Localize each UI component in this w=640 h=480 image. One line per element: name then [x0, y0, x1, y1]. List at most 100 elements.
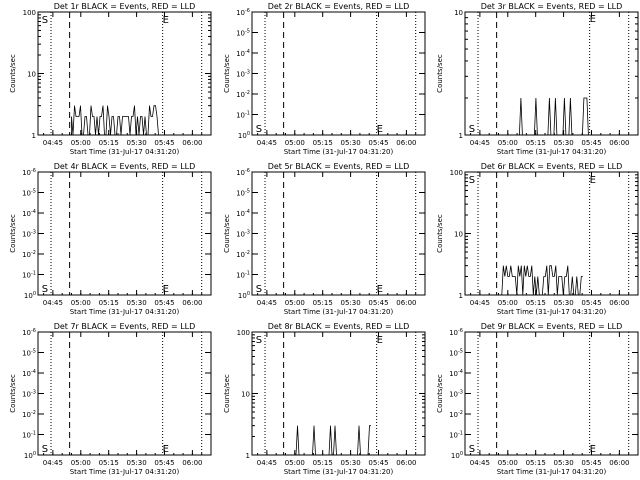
x-tick-label-5: 06:00 — [396, 299, 416, 307]
y-tick-label-0: 100 — [24, 291, 36, 300]
axes-frame — [464, 171, 639, 296]
x-tick-label-4: 05:45 — [368, 459, 388, 467]
events-series-line — [71, 105, 162, 136]
start-marker-S: S — [42, 444, 48, 455]
x-tick-label-0: 04:45 — [43, 459, 63, 467]
x-tick-label-4: 05:45 — [581, 139, 601, 147]
x-tick-label-4: 05:45 — [154, 299, 174, 307]
y-tick-label-2: 100 — [237, 329, 250, 337]
x-tick-label-3: 05:30 — [126, 299, 146, 307]
x-tick-label-1: 05:00 — [498, 299, 518, 307]
y-axis-label: Counts/sec — [223, 214, 231, 253]
plot-panel-2: Det 2r BLACK = Events, RED = LLD 100 10-1 1… — [223, 2, 426, 156]
end-marker-E: E — [163, 15, 169, 26]
plot-panel-9: Det 9r BLACK = Events, RED = LLD 100 10-1 1… — [436, 322, 639, 476]
y-tick-label-3: 10-3 — [22, 390, 36, 399]
end-marker-E: E — [590, 444, 596, 455]
y-axis-label: Counts/sec — [9, 374, 17, 413]
x-tick-label-3: 05:30 — [553, 459, 573, 467]
y-tick-label-0: 1 — [32, 132, 36, 140]
y-tick-label-6: 10-6 — [22, 328, 36, 337]
y-tick-label-4: 10-4 — [236, 49, 250, 58]
x-tick-label-5: 06:00 — [182, 459, 202, 467]
x-axis-label: Start Time (31-Jul-17 04:31:20) — [284, 148, 394, 156]
x-tick-label-2: 05:15 — [99, 299, 119, 307]
y-tick-label-0: 100 — [238, 291, 250, 300]
x-tick-label-5: 06:00 — [182, 299, 202, 307]
x-tick-label-3: 05:30 — [340, 299, 360, 307]
y-tick-label-1: 10-1 — [22, 431, 36, 440]
x-axis-label: Start Time (31-Jul-17 04:31:20) — [70, 308, 180, 316]
start-marker-S: S — [256, 284, 262, 295]
plot-panel-1: Det 1r BLACK = Events, RED = LLD 1 10 100 04… — [9, 2, 212, 156]
end-marker-E: E — [377, 335, 383, 346]
axes-frame — [251, 171, 426, 296]
axes-frame — [37, 331, 212, 456]
y-axis-label: Counts/sec — [9, 54, 17, 93]
x-tick-label-2: 05:15 — [99, 139, 119, 147]
x-tick-label-1: 05:00 — [71, 459, 91, 467]
x-tick-label-2: 05:15 — [526, 299, 546, 307]
y-tick-label-5: 10-5 — [22, 349, 36, 358]
x-tick-label-3: 05:30 — [340, 459, 360, 467]
axes-frame — [464, 331, 639, 456]
y-axis-label: Counts/sec — [223, 374, 231, 413]
x-tick-label-3: 05:30 — [553, 299, 573, 307]
x-tick-label-4: 05:45 — [581, 299, 601, 307]
y-tick-label-5: 10-5 — [236, 189, 250, 198]
plot-title: Det 6r BLACK = Events, RED = LLD — [481, 162, 623, 171]
start-marker-S: S — [469, 175, 475, 186]
x-axis-label: Start Time (31-Jul-17 04:31:20) — [70, 468, 180, 476]
x-tick-label-0: 04:45 — [257, 459, 277, 467]
y-tick-label-1: 10-1 — [236, 111, 250, 120]
y-tick-label-4: 10-4 — [22, 209, 36, 218]
x-tick-label-5: 06:00 — [396, 139, 416, 147]
y-tick-label-6: 10-6 — [22, 168, 36, 177]
plot-title: Det 2r BLACK = Events, RED = LLD — [268, 2, 410, 11]
y-tick-label-6: 10-6 — [236, 8, 250, 17]
x-tick-label-4: 05:45 — [154, 139, 174, 147]
plot-panel-6: Det 6r BLACK = Events, RED = LLD 1 10 100 04… — [436, 162, 639, 316]
events-series-line — [505, 97, 589, 136]
x-tick-label-5: 06:00 — [182, 139, 202, 147]
axes-frame — [464, 11, 639, 136]
x-tick-label-5: 06:00 — [609, 299, 629, 307]
y-tick-label-2: 100 — [23, 9, 36, 17]
start-marker-S: S — [256, 335, 262, 346]
start-marker-S: S — [469, 444, 475, 455]
start-marker-S: S — [256, 124, 262, 135]
y-tick-label-2: 100 — [450, 169, 463, 177]
x-axis-label: Start Time (31-Jul-17 04:31:20) — [284, 468, 394, 476]
y-tick-label-0: 100 — [451, 451, 463, 460]
events-series-line — [500, 265, 583, 296]
x-axis-label: Start Time (31-Jul-17 04:31:20) — [497, 468, 607, 476]
x-axis-label: Start Time (31-Jul-17 04:31:20) — [497, 308, 607, 316]
y-tick-label-0: 1 — [459, 132, 463, 140]
x-tick-label-1: 05:00 — [71, 139, 91, 147]
plot-title: Det 8r BLACK = Events, RED = LLD — [268, 322, 410, 331]
plot-panel-4: Det 4r BLACK = Events, RED = LLD 100 10-1 1… — [9, 162, 212, 316]
y-tick-label-1: 10-1 — [236, 271, 250, 280]
x-tick-label-5: 06:00 — [609, 139, 629, 147]
y-axis-label: Counts/sec — [9, 214, 17, 253]
y-tick-label-1: 10 — [454, 9, 463, 17]
y-tick-label-1: 10 — [27, 71, 36, 79]
end-marker-E: E — [590, 175, 596, 186]
y-tick-label-5: 10-5 — [449, 349, 463, 358]
start-marker-S: S — [469, 124, 475, 135]
x-axis-label: Start Time (31-Jul-17 04:31:20) — [70, 148, 180, 156]
y-tick-label-0: 100 — [24, 451, 36, 460]
x-tick-label-1: 05:00 — [285, 299, 305, 307]
y-axis-label: Counts/sec — [436, 374, 444, 413]
x-tick-label-4: 05:45 — [368, 139, 388, 147]
y-tick-label-2: 10-2 — [236, 90, 250, 99]
plot-panel-3: Det 3r BLACK = Events, RED = LLD 1 10 04:45… — [436, 2, 639, 156]
end-marker-E: E — [377, 124, 383, 135]
x-tick-label-5: 06:00 — [609, 459, 629, 467]
y-tick-label-0: 100 — [238, 131, 250, 140]
x-tick-label-0: 04:45 — [470, 299, 490, 307]
x-tick-label-2: 05:15 — [313, 139, 333, 147]
start-marker-S: S — [42, 284, 48, 295]
y-tick-label-4: 10-4 — [22, 369, 36, 378]
